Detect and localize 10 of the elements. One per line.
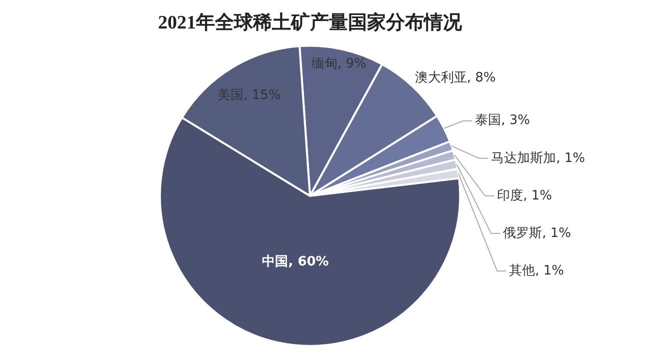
chart-title: 2021年全球稀土矿产量国家分布情况 xyxy=(158,11,463,34)
slice-label: 澳大利亚, 8% xyxy=(414,70,496,86)
slice-label: 其他, 1% xyxy=(509,263,564,278)
slice-label: 泰国, 3% xyxy=(475,113,530,128)
slice-label: 缅甸, 9% xyxy=(311,56,366,72)
slice-label: 俄罗斯, 1% xyxy=(503,226,571,241)
slice-label: 马达加斯加, 1% xyxy=(491,150,585,166)
slice-label: 中国, 60% xyxy=(262,254,329,270)
slice-label: 美国, 15% xyxy=(218,87,281,104)
slice-label: 印度, 1% xyxy=(497,187,552,204)
